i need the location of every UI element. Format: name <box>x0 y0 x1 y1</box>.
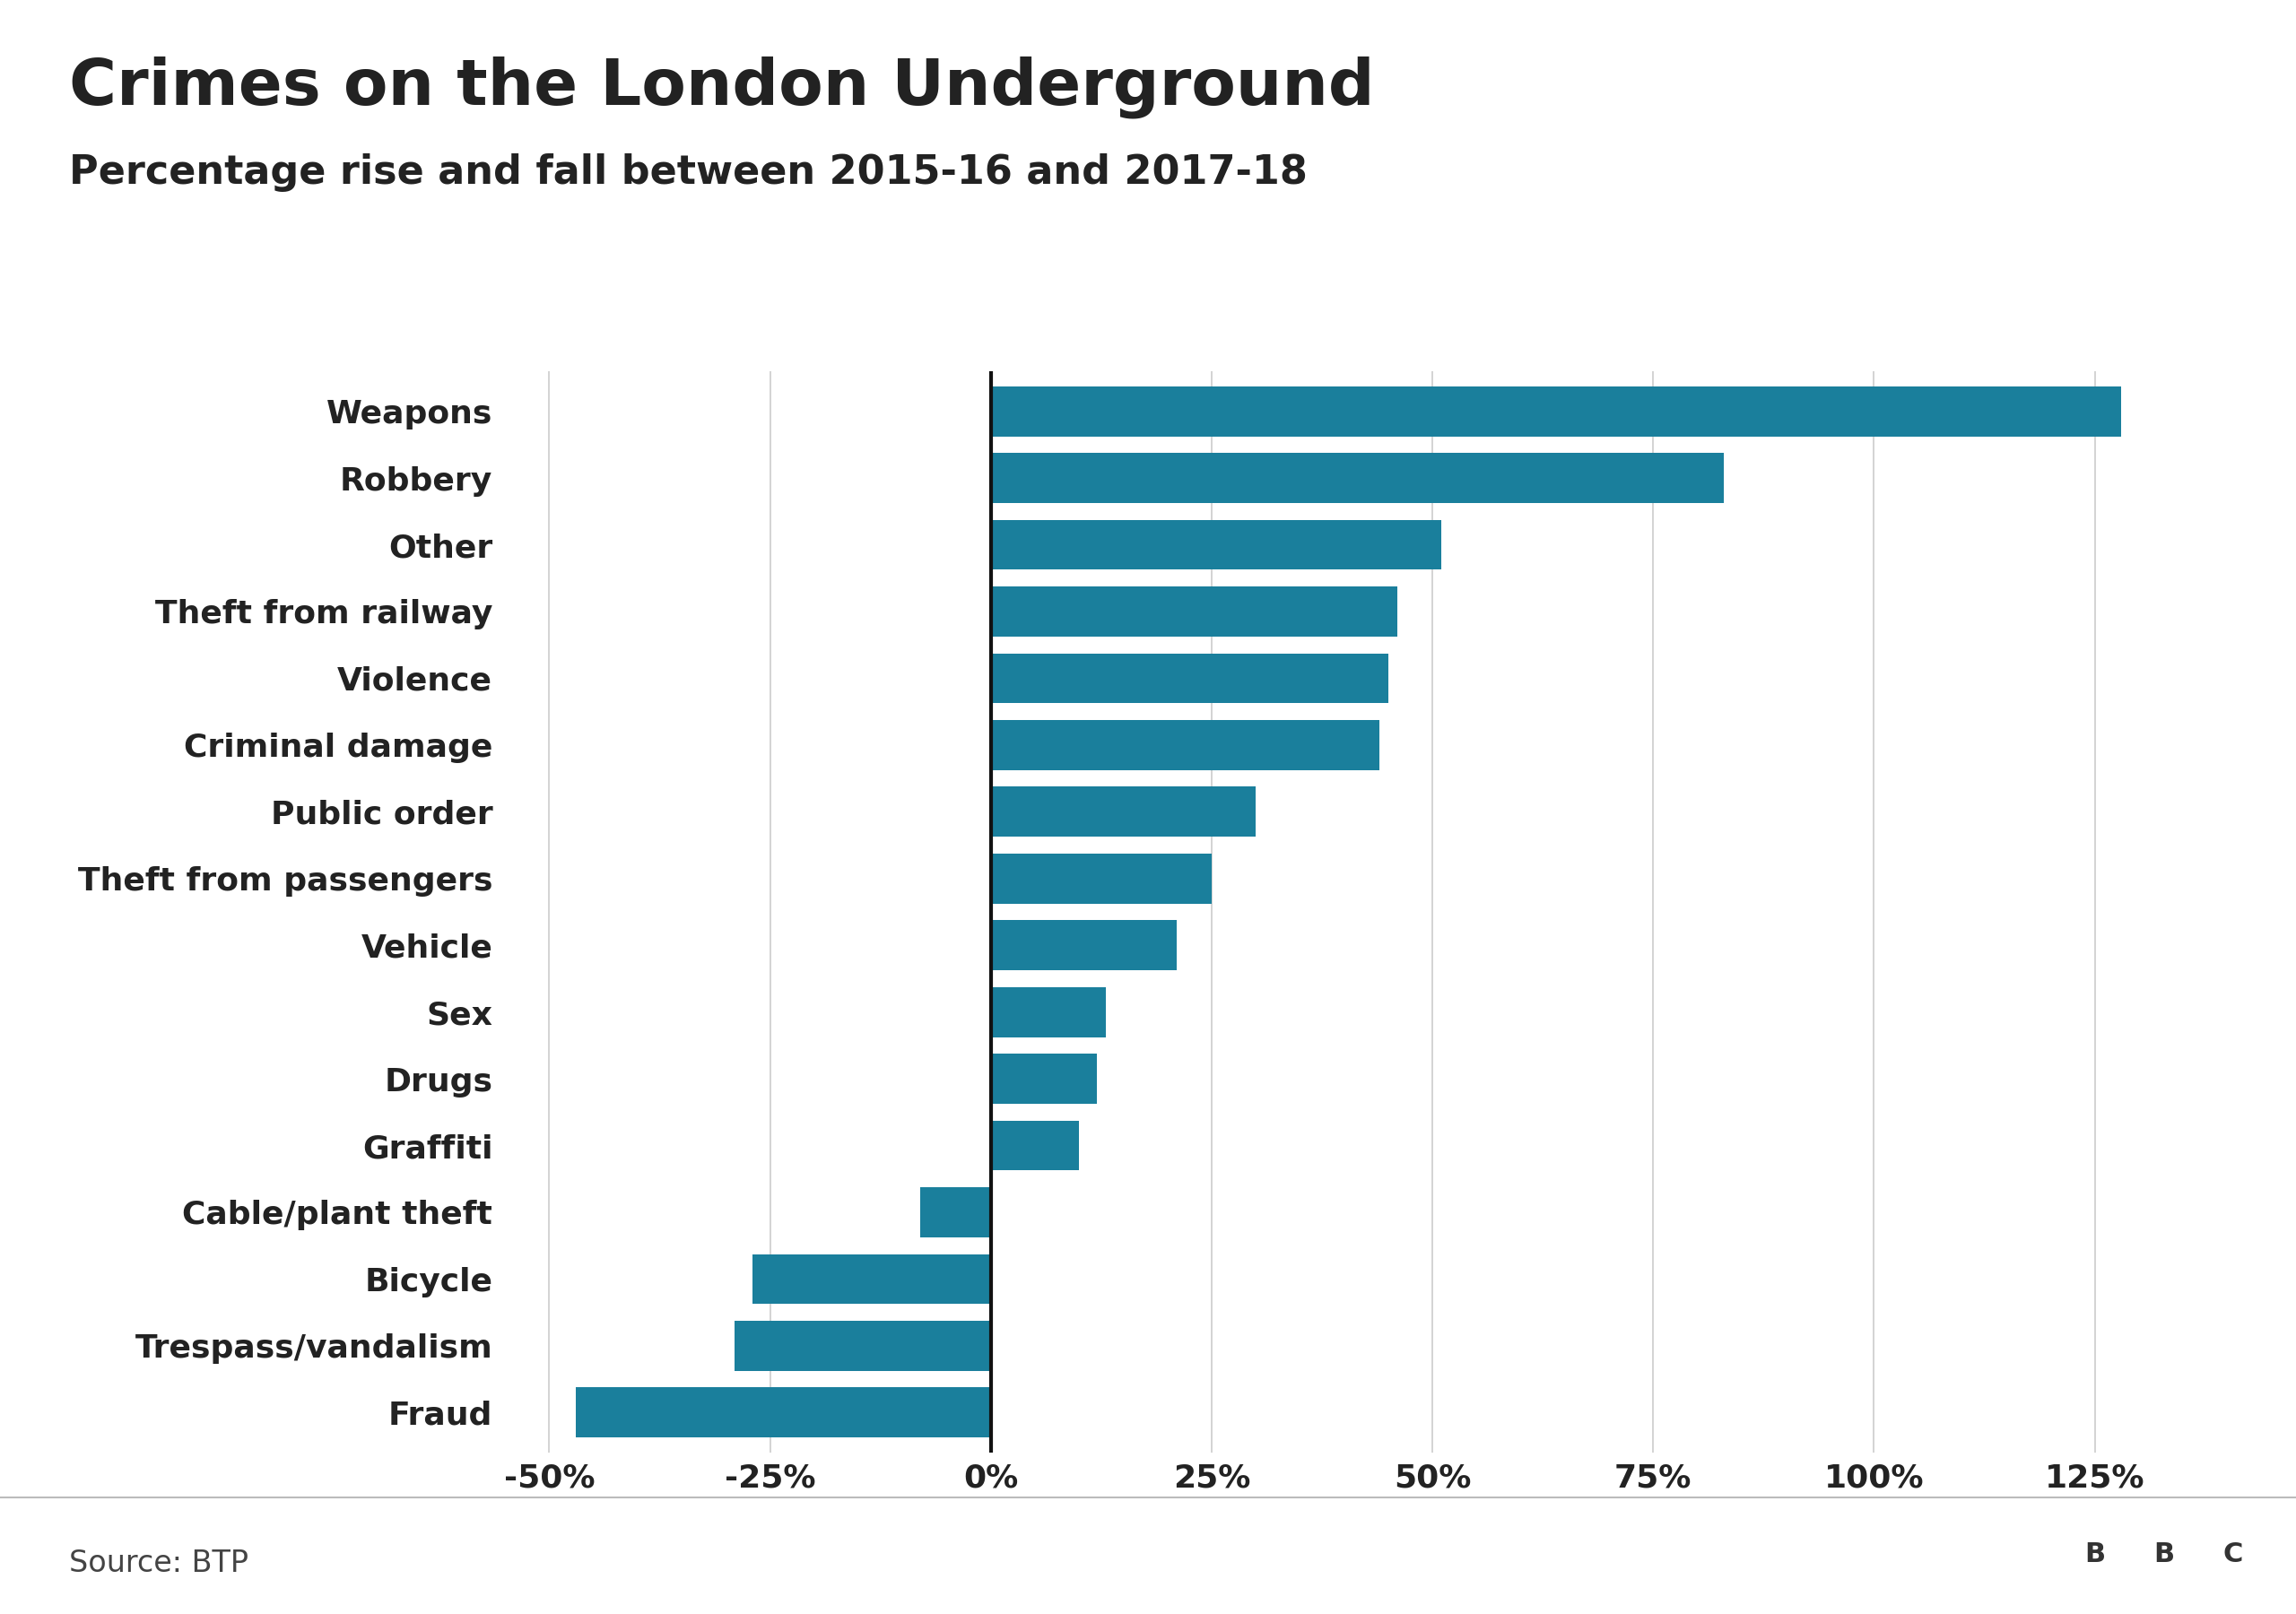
Bar <box>576 1388 992 1438</box>
Text: Source: BTP: Source: BTP <box>69 1549 248 1578</box>
Bar <box>992 586 1396 636</box>
Bar <box>992 386 2122 436</box>
Bar <box>992 1054 1097 1104</box>
Bar <box>992 720 1380 770</box>
Bar <box>992 988 1107 1038</box>
Bar <box>992 454 1724 504</box>
FancyBboxPatch shape <box>2066 1517 2124 1591</box>
Bar <box>921 1188 992 1238</box>
Bar <box>992 920 1176 970</box>
Text: B: B <box>2154 1541 2174 1567</box>
FancyBboxPatch shape <box>2204 1517 2262 1591</box>
Bar <box>992 1120 1079 1170</box>
Bar <box>992 854 1212 904</box>
Bar <box>753 1254 992 1304</box>
Bar <box>735 1320 992 1370</box>
Text: Percentage rise and fall between 2015-16 and 2017-18: Percentage rise and fall between 2015-16… <box>69 153 1306 192</box>
Bar <box>992 786 1256 836</box>
Text: Crimes on the London Underground: Crimes on the London Underground <box>69 56 1375 119</box>
Text: C: C <box>2223 1541 2243 1567</box>
FancyBboxPatch shape <box>2135 1517 2193 1591</box>
Bar <box>992 520 1442 570</box>
Text: B: B <box>2085 1541 2105 1567</box>
Bar <box>992 654 1389 704</box>
